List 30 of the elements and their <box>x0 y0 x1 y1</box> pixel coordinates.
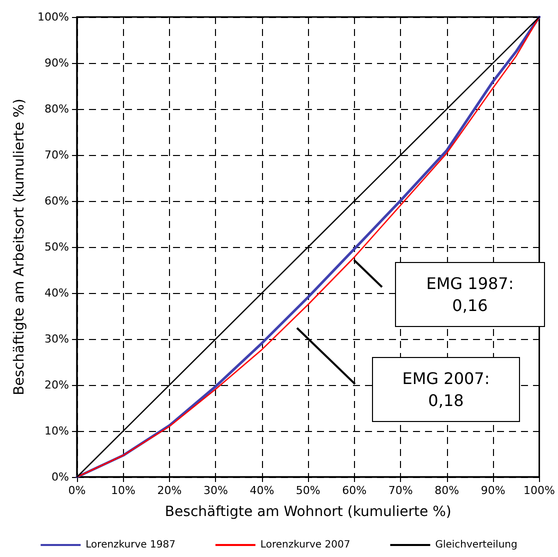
x-tick-label: 30% <box>203 484 228 497</box>
y-tick-label: 30% <box>44 332 69 346</box>
x-tick-label: 0% <box>68 484 86 497</box>
y-axis-title: Beschäftigte am Arbeitsort (kumulierte %) <box>12 98 28 396</box>
y-tick-label: 100% <box>38 10 69 24</box>
x-tick-label: 70% <box>388 484 413 497</box>
callout-box: EMG 2007: 0,18 <box>296 327 521 423</box>
x-tick-label: 60% <box>342 484 367 497</box>
x-tick-label: 10% <box>111 484 136 497</box>
y-tick-label: 0% <box>52 470 69 484</box>
y-tick-label: 10% <box>44 424 69 438</box>
x-tick-label: 40% <box>250 484 274 497</box>
y-tick-label: 20% <box>44 378 69 392</box>
x-tick-label: 50% <box>296 484 320 497</box>
y-tick-label: 40% <box>44 286 69 300</box>
y-tick-label: 90% <box>44 56 69 70</box>
annotation: EMG 2007: 0,18 <box>372 357 520 422</box>
y-tick-label: 80% <box>44 102 69 116</box>
y-tick-label: 60% <box>44 194 69 208</box>
y-tick-label: 50% <box>44 240 69 254</box>
x-tick-label: 90% <box>480 484 506 497</box>
y-tick-label: 70% <box>44 148 69 162</box>
x-tick-label: 100% <box>524 484 556 497</box>
x-tick-label: 20% <box>157 484 182 497</box>
x-axis-title: Beschäftigte am Wohnort (kumulierte %) <box>164 504 452 520</box>
legend-label: Lorenzkurve 1987 <box>86 540 176 550</box>
legend-label: Gleichverteilung <box>435 540 518 550</box>
annotation: EMG 1987: 0,16 <box>395 262 545 327</box>
legend-label: Lorenzkurve 2007 <box>260 540 350 550</box>
x-tick-label: 80% <box>434 484 460 497</box>
